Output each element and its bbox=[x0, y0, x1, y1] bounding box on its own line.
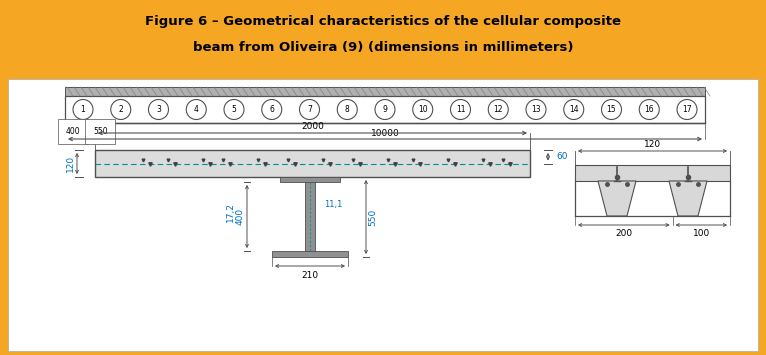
Text: 7: 7 bbox=[307, 105, 312, 114]
Text: 200: 200 bbox=[615, 229, 633, 238]
Text: 15: 15 bbox=[607, 105, 617, 114]
Circle shape bbox=[149, 99, 169, 120]
Circle shape bbox=[224, 99, 244, 120]
Text: 14: 14 bbox=[569, 105, 578, 114]
Text: beam from Oliveira (9) (dimensions in millimeters): beam from Oliveira (9) (dimensions in mi… bbox=[193, 42, 573, 55]
Polygon shape bbox=[598, 181, 636, 216]
Text: 10: 10 bbox=[418, 105, 427, 114]
Text: 5: 5 bbox=[231, 105, 237, 114]
Text: 100: 100 bbox=[692, 229, 710, 238]
FancyBboxPatch shape bbox=[272, 251, 348, 257]
Text: 550: 550 bbox=[368, 208, 378, 226]
Text: 11: 11 bbox=[456, 105, 465, 114]
Text: 210: 210 bbox=[302, 271, 319, 280]
FancyBboxPatch shape bbox=[95, 150, 530, 177]
Circle shape bbox=[73, 99, 93, 120]
Text: 16: 16 bbox=[644, 105, 654, 114]
Circle shape bbox=[413, 99, 433, 120]
Circle shape bbox=[526, 99, 546, 120]
Text: 17: 17 bbox=[683, 105, 692, 114]
FancyBboxPatch shape bbox=[65, 96, 705, 123]
Text: Figure 6 – Geometrical characteristics of the cellular composite: Figure 6 – Geometrical characteristics o… bbox=[145, 16, 621, 28]
Text: 1: 1 bbox=[80, 105, 85, 114]
Circle shape bbox=[564, 99, 584, 120]
Text: 17,2: 17,2 bbox=[225, 202, 234, 222]
Circle shape bbox=[337, 99, 357, 120]
Circle shape bbox=[601, 99, 621, 120]
Text: 120: 120 bbox=[66, 155, 74, 172]
Text: 9: 9 bbox=[382, 105, 388, 114]
Circle shape bbox=[262, 99, 282, 120]
Circle shape bbox=[186, 99, 206, 120]
Circle shape bbox=[375, 99, 395, 120]
Text: 120: 120 bbox=[644, 140, 661, 149]
Text: 12: 12 bbox=[493, 105, 503, 114]
Polygon shape bbox=[669, 181, 707, 216]
FancyBboxPatch shape bbox=[280, 177, 340, 182]
FancyBboxPatch shape bbox=[65, 87, 705, 96]
FancyBboxPatch shape bbox=[8, 79, 758, 351]
Text: 10000: 10000 bbox=[371, 129, 399, 138]
Text: 400: 400 bbox=[66, 127, 80, 136]
Text: 13: 13 bbox=[531, 105, 541, 114]
Text: 11,1: 11,1 bbox=[324, 200, 342, 208]
Circle shape bbox=[111, 99, 131, 120]
Text: 60: 60 bbox=[556, 152, 568, 161]
Text: 2000: 2000 bbox=[301, 122, 324, 131]
Text: 400: 400 bbox=[235, 208, 244, 225]
Text: 4: 4 bbox=[194, 105, 198, 114]
Circle shape bbox=[488, 99, 509, 120]
FancyBboxPatch shape bbox=[0, 0, 766, 75]
FancyBboxPatch shape bbox=[305, 182, 315, 251]
Text: 2: 2 bbox=[119, 105, 123, 114]
Text: 6: 6 bbox=[270, 105, 274, 114]
Text: 550: 550 bbox=[93, 127, 108, 136]
Circle shape bbox=[300, 99, 319, 120]
FancyBboxPatch shape bbox=[575, 165, 730, 181]
Circle shape bbox=[677, 99, 697, 120]
Circle shape bbox=[640, 99, 660, 120]
Text: 8: 8 bbox=[345, 105, 349, 114]
Text: 3: 3 bbox=[156, 105, 161, 114]
Circle shape bbox=[450, 99, 470, 120]
